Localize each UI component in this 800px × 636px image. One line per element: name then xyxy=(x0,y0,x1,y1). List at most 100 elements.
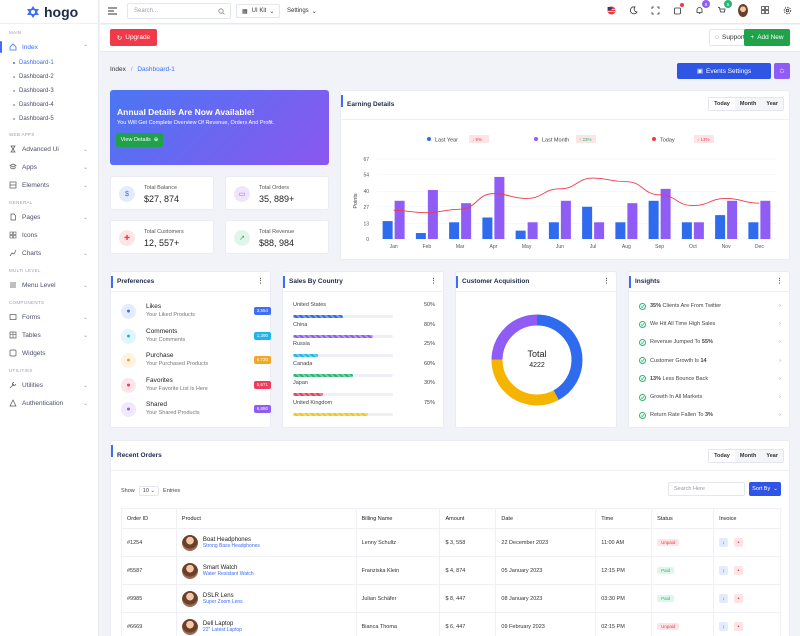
bar-last-year xyxy=(415,233,426,239)
country-name: Canada xyxy=(293,360,313,367)
preference-item[interactable]: ● Likes Your Liked Products 3,554 xyxy=(121,303,271,323)
period-year[interactable]: Year xyxy=(766,453,778,459)
download-icon[interactable]: ↓ xyxy=(719,594,729,603)
moon-icon[interactable] xyxy=(628,5,638,15)
chevron-down-icon: ⌄ xyxy=(82,214,88,221)
bar-last-month xyxy=(627,203,638,239)
sidebar-sub-dashboard-3[interactable]: Dashboard-3 xyxy=(0,84,98,98)
sidebar-item-widgets[interactable]: Widgets xyxy=(0,344,98,362)
sort-by-button[interactable]: Sort By ⌄ xyxy=(749,482,781,496)
period-year[interactable]: Year xyxy=(766,101,778,107)
preference-title: Likes xyxy=(146,303,162,310)
view-details-button[interactable]: View Details ⊕ xyxy=(116,133,163,147)
download-icon[interactable]: ↓ xyxy=(719,622,729,631)
trash-icon[interactable]: ▪ xyxy=(734,566,744,575)
preference-item[interactable]: ● Comments Your Comments 1,390 xyxy=(121,328,271,348)
preference-item[interactable]: ● Favorites Your Favorite List Is Here 5,67… xyxy=(121,377,271,397)
stat-label: Total Revenue xyxy=(259,229,295,235)
sidebar-item-elements[interactable]: Elements ⌄ xyxy=(0,176,98,194)
chevron-down-icon: ⌄ xyxy=(269,8,275,15)
sidebar-item-utilities[interactable]: Utilities ⌄ xyxy=(0,376,98,394)
insight-item[interactable]: 35% Clients Are From Twitter › xyxy=(639,297,781,315)
sidebar-item-forms[interactable]: Forms ⌄ xyxy=(0,308,98,326)
preference-badge: 6,880 xyxy=(253,405,271,413)
more-icon[interactable]: ⋮ xyxy=(430,278,437,285)
cart-icon[interactable] xyxy=(672,3,684,15)
bell-icon[interactable]: 9 xyxy=(694,0,710,15)
ui-kit-dropdown[interactable]: ▦ UI Kit ⌄ xyxy=(236,4,281,18)
insight-item[interactable]: Return Rate Fallen To 3% › xyxy=(639,406,781,424)
insight-item[interactable]: We Hit All Time High Sales › xyxy=(639,315,781,333)
search-input[interactable]: Search... xyxy=(127,3,231,19)
hamburger-icon[interactable] xyxy=(108,7,117,17)
gear-icon[interactable] xyxy=(782,5,792,15)
apps-grid-icon[interactable] xyxy=(760,5,770,15)
y-tick-label: 27 xyxy=(363,205,369,211)
more-icon[interactable]: ⋮ xyxy=(257,278,264,285)
sidebar-item-pages[interactable]: Pages ⌄ xyxy=(0,208,98,226)
insight-item[interactable]: Revenue Jumped To 55% › xyxy=(639,333,781,351)
sidebar-item-label: Apps xyxy=(22,163,37,171)
sidebar-sub-dashboard-1[interactable]: Dashboard-1 xyxy=(0,56,98,70)
insights-card: Insights ⋮ 35% Clients Are From Twitter › W… xyxy=(628,271,790,428)
stat-total-revenue: ↗ Total Revenue $88, 984 xyxy=(225,220,329,254)
download-icon[interactable]: ↓ xyxy=(719,538,729,547)
brand-logo[interactable]: hogo xyxy=(0,0,98,24)
sidebar-item-tables[interactable]: Tables ⌄ xyxy=(0,326,98,344)
more-icon[interactable]: ⋮ xyxy=(776,278,783,285)
sidebar-item-icons[interactable]: Icons xyxy=(0,226,98,244)
preference-item[interactable]: ● Shared Your Shared Products 6,880 xyxy=(121,401,271,421)
bar-last-month xyxy=(527,222,538,239)
more-icon[interactable]: ⋮ xyxy=(603,278,610,285)
trash-icon[interactable]: ▪ xyxy=(734,622,744,631)
download-icon[interactable]: ↓ xyxy=(719,566,729,575)
bar-last-year xyxy=(515,230,526,239)
trash-icon[interactable]: ▪ xyxy=(734,538,744,547)
x-tick-label: Feb xyxy=(423,244,432,250)
insight-item[interactable]: 13% Less Bounce Back › xyxy=(639,370,781,388)
shopping-icon[interactable]: 5 xyxy=(716,0,732,15)
sidebar-item-label: Tables xyxy=(22,331,41,339)
events-settings-button[interactable]: ▣ Events Settings xyxy=(677,63,771,79)
star-button[interactable]: ✩ xyxy=(774,63,790,79)
section-utilities: UTILITIES xyxy=(9,368,33,373)
settings-dropdown[interactable]: Settings ⌄ xyxy=(282,4,322,18)
sidebar-item-index[interactable]: Index ⌃ xyxy=(0,38,98,56)
insight-item[interactable]: Customer Growth Is 14 › xyxy=(639,352,781,370)
avatar[interactable] xyxy=(738,3,748,17)
preference-subtitle: Your Shared Products xyxy=(146,410,200,416)
section-general: GENERAL xyxy=(9,200,33,205)
sidebar-sub-dashboard-4[interactable]: Dashboard-4 xyxy=(0,98,98,112)
flag-icon[interactable] xyxy=(606,5,616,15)
period-month[interactable]: Month xyxy=(739,101,757,107)
period-today[interactable]: Today xyxy=(709,98,735,110)
status-badge: Unpaid xyxy=(657,539,680,546)
orders-search-input[interactable]: Search Here xyxy=(668,482,745,496)
preference-item[interactable]: ● Purchase Your Purchased Products 6,720 xyxy=(121,352,271,372)
sidebar-item-menu-level[interactable]: Menu Level ⌄ xyxy=(0,276,98,294)
upgrade-button[interactable]: ↻ Upgrade xyxy=(110,29,157,46)
tools-icon xyxy=(9,381,17,389)
order-date: 22 December 2023 xyxy=(495,528,597,557)
product-sub: 22" Latest Laptop xyxy=(202,626,242,633)
period-today[interactable]: Today xyxy=(709,450,735,462)
insight-item[interactable]: Growth In All Markets › xyxy=(639,388,781,406)
y-axis-label: Points xyxy=(353,193,359,209)
bar-last-year xyxy=(449,222,460,239)
bar-last-month xyxy=(760,200,771,239)
product-avatar xyxy=(181,562,198,579)
sidebar-item-charts[interactable]: Charts ⌄ xyxy=(0,244,98,262)
table-row: #9985 DSLR Lens Super Zoom Lens Julian Schä… xyxy=(121,584,781,613)
fullscreen-icon[interactable] xyxy=(650,5,660,15)
period-month[interactable]: Month xyxy=(739,453,757,459)
status-cell: Unpaid xyxy=(651,528,715,557)
sidebar-sub-dashboard-5[interactable]: Dashboard-5 xyxy=(0,112,98,126)
entries-select[interactable]: 10 ⌄ xyxy=(138,486,160,496)
breadcrumb-root[interactable]: Index xyxy=(110,66,126,73)
sidebar-sub-dashboard-2[interactable]: Dashboard-2 xyxy=(0,70,98,84)
sidebar-item-authentication[interactable]: Authentication ⌄ xyxy=(0,394,98,412)
trash-icon[interactable]: ▪ xyxy=(734,594,744,603)
add-new-button[interactable]: + Add New xyxy=(744,29,790,46)
sidebar-item-advanced-ui[interactable]: Advanced Ui ⌄ xyxy=(0,140,98,158)
sidebar-item-apps[interactable]: Apps ⌄ xyxy=(0,158,98,176)
